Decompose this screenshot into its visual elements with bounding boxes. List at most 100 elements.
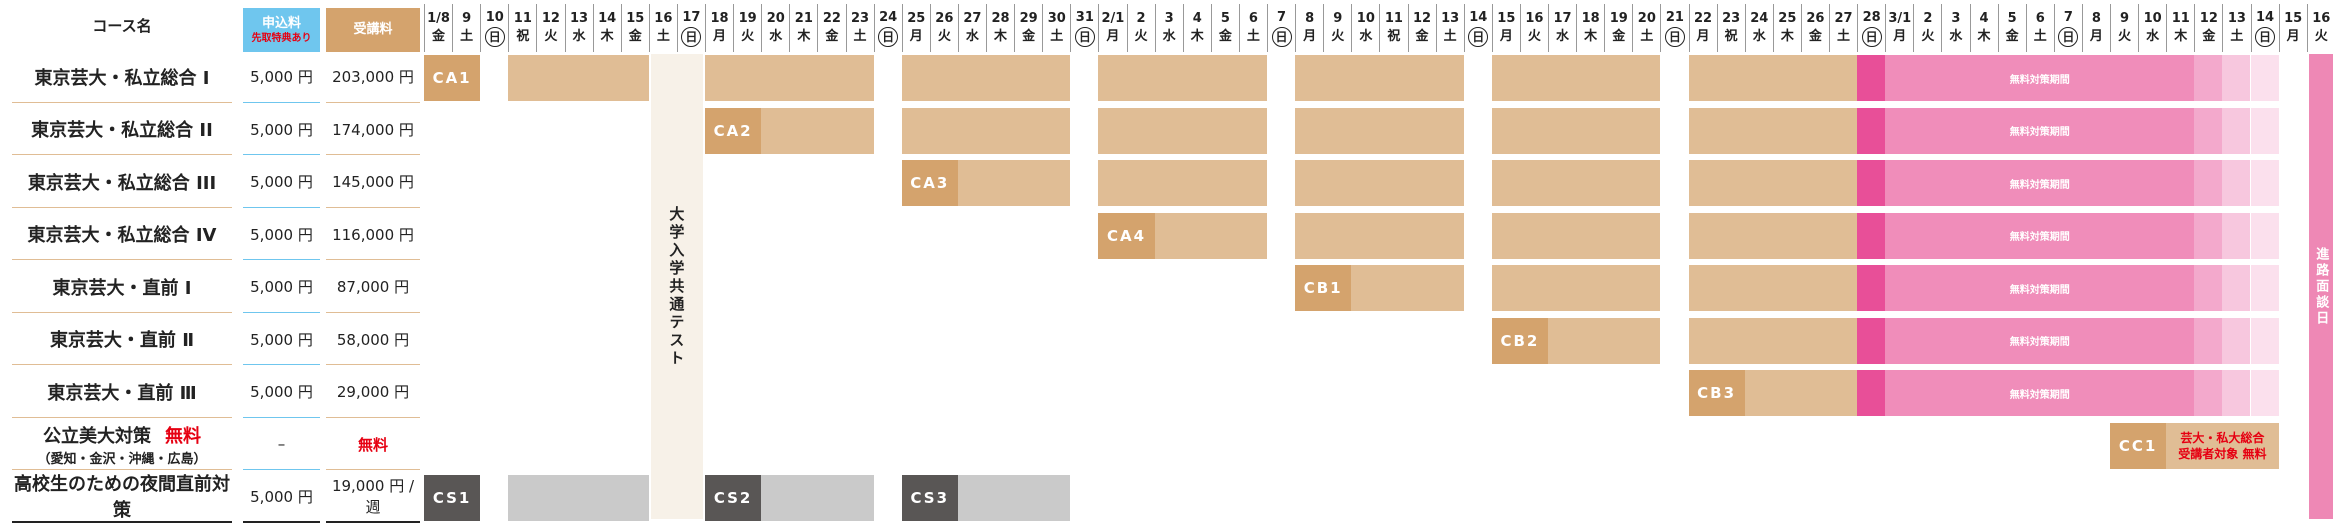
date-header: 23 土 xyxy=(845,4,874,52)
course-name: 東京芸大・私立総合 IV xyxy=(12,210,232,260)
date-label: 8 xyxy=(2091,11,2101,26)
date-header: 15 月 xyxy=(1491,4,1520,52)
weekday-label: 日 xyxy=(681,27,702,47)
date-header: 13 土 xyxy=(1435,4,1464,52)
free-fade xyxy=(2250,55,2279,101)
date-label: 7 xyxy=(1277,10,1287,25)
test-day-band: 大学入学共通テスト xyxy=(650,54,703,519)
date-header: 12 金 xyxy=(2194,4,2222,52)
course-block xyxy=(1491,55,1661,101)
weekday-label: 月 xyxy=(713,29,727,44)
date-label: 26 xyxy=(1806,11,1825,26)
date-header: 25 月 xyxy=(901,4,930,52)
date-label: 18 xyxy=(710,11,729,26)
course-block xyxy=(1295,107,1464,154)
date-header: 24 日 xyxy=(873,4,902,52)
course-block xyxy=(1688,317,1858,364)
apply-fee: 5,000 円 xyxy=(243,262,320,313)
weekday-label: 金 xyxy=(825,29,839,44)
free-start xyxy=(1857,212,1886,259)
date-label: 7 xyxy=(2063,10,2073,25)
date-header: 21 日 xyxy=(1660,4,1688,52)
weekday-label: 水 xyxy=(965,29,979,44)
weekday-label: 水 xyxy=(1162,29,1176,44)
course-name: 東京芸大・直前 Ⅱ xyxy=(12,315,232,365)
course-start: CA4 xyxy=(1098,212,1155,259)
apply-fee: 5,000 円 xyxy=(243,315,320,365)
course-name-text: 東京芸大・私立総合 I xyxy=(34,67,210,89)
course-block xyxy=(1491,212,1661,259)
weekday-label: 金 xyxy=(1808,29,1822,44)
date-label: 15 xyxy=(1497,11,1516,26)
free-fade xyxy=(2250,212,2279,259)
course-note-line: 芸大・私大総合 xyxy=(2180,430,2265,445)
date-header: 11 祝 xyxy=(1379,4,1407,52)
course-block xyxy=(1688,55,1858,101)
date-label: 15 xyxy=(626,11,645,26)
tuition-fee: 145,000 円 xyxy=(326,157,420,208)
weekday-label: 祝 xyxy=(1724,29,1738,44)
weekday-label: 日 xyxy=(1074,27,1095,47)
apply-header-note: 先取特典あり xyxy=(251,33,312,44)
free-period: 無料対策期間 xyxy=(1885,212,2195,259)
weekday-label: 祝 xyxy=(1387,29,1401,44)
date-header: 14 木 xyxy=(592,4,621,52)
course-block xyxy=(1491,265,1661,311)
free-fade xyxy=(2194,55,2223,101)
weekday-label: 火 xyxy=(1331,29,1345,44)
apply-header: 申込料 先取特典あり xyxy=(243,8,320,52)
date-label: 22 xyxy=(822,11,841,26)
date-label: 9 xyxy=(462,11,472,26)
date-label: 26 xyxy=(935,11,954,26)
weekday-label: 火 xyxy=(1134,29,1148,44)
course-block xyxy=(901,55,1071,101)
date-label: 3 xyxy=(1951,11,1961,26)
date-label: 24 xyxy=(879,10,898,25)
date-label: 11 xyxy=(1384,11,1403,26)
date-header: 16 火 xyxy=(2306,4,2335,52)
tuition-fee: 203,000 円 xyxy=(326,52,420,103)
free-fade xyxy=(2194,317,2223,364)
date-label: 23 xyxy=(851,11,870,26)
course-start: CB2 xyxy=(1491,317,1548,364)
date-label: 10 xyxy=(1356,11,1375,26)
date-label: 6 xyxy=(2035,11,2045,26)
date-label: 1/8 xyxy=(427,11,450,26)
date-label: 14 xyxy=(2256,10,2275,25)
date-label: 6 xyxy=(1248,11,1258,26)
date-header: 25 木 xyxy=(1772,4,1801,52)
date-label: 12 xyxy=(1413,11,1432,26)
course-start: CA3 xyxy=(901,160,958,206)
date-header: 28 木 xyxy=(986,4,1014,52)
weekday-label: 火 xyxy=(2118,29,2132,44)
date-header: 3/1 月 xyxy=(1885,4,1913,52)
course-name-text: 東京芸大・私立総合 II xyxy=(31,120,213,142)
free-fade xyxy=(2222,212,2251,259)
free-period-label: 無料対策期間 xyxy=(2009,337,2070,348)
date-header: 17 水 xyxy=(1548,4,1576,52)
weekday-label: 月 xyxy=(1303,29,1317,44)
weekday-label: 金 xyxy=(2005,29,2019,44)
date-label: 11 xyxy=(513,11,532,26)
apply-fee: 5,000 円 xyxy=(243,472,320,523)
date-header: 11 祝 xyxy=(508,4,536,52)
date-label: 5 xyxy=(1220,11,1230,26)
date-label: 25 xyxy=(907,11,926,26)
free-fade xyxy=(2222,55,2251,101)
date-header: 2/1 月 xyxy=(1098,4,1126,52)
free-start xyxy=(1857,370,1886,416)
weekday-label: 月 xyxy=(1893,29,1907,44)
date-label: 15 xyxy=(2284,11,2303,26)
weekday-label: 土 xyxy=(1050,29,1064,44)
date-label: 16 xyxy=(2312,11,2331,26)
weekday-label: 月 xyxy=(1499,29,1513,44)
course-name-text: 東京芸大・直前 Ⅱ xyxy=(49,330,195,352)
date-header: 19 火 xyxy=(733,4,761,52)
course-name-line: 東京芸大・私立総合 IV xyxy=(28,221,217,247)
date-label: 4 xyxy=(1192,11,1202,26)
